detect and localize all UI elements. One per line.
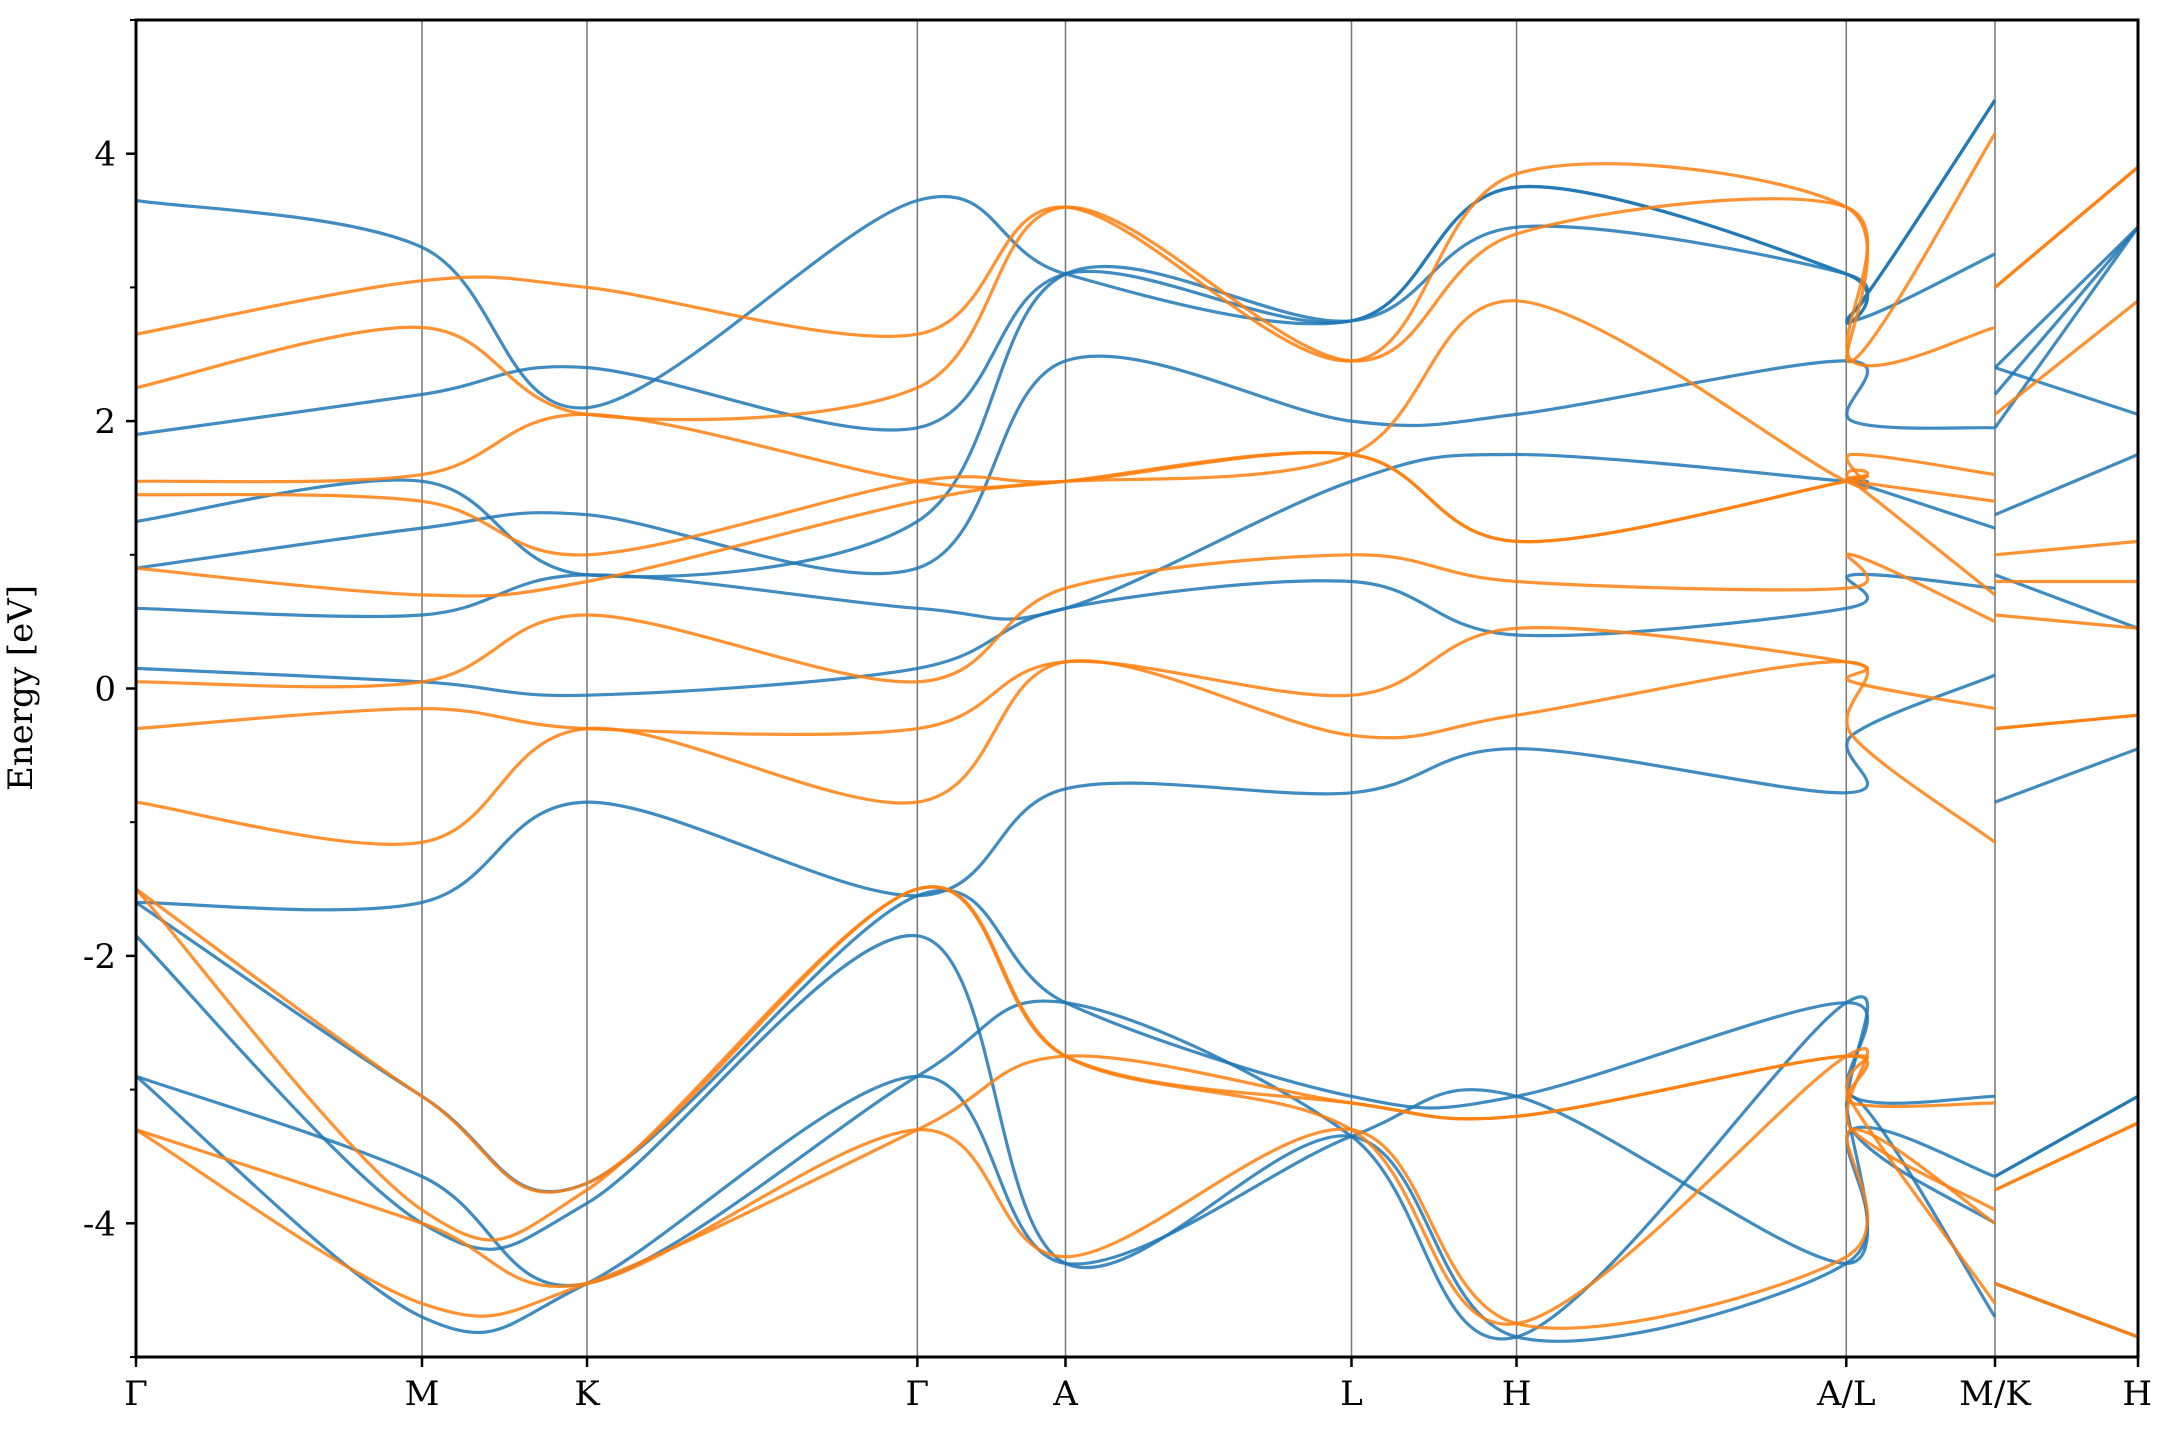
x-tick-label: Γ: [906, 1374, 930, 1414]
band-line-series-1-7: [136, 132, 2138, 364]
y-tick-label: -2: [83, 937, 116, 977]
band-line-series-0-7: [136, 888, 2138, 1194]
x-tick-label: H: [1502, 1374, 1532, 1414]
band-line-series-1-5: [136, 299, 2138, 491]
x-tick-label: A: [1052, 1374, 1078, 1414]
y-tick-label: 0: [94, 670, 116, 710]
band-line-series-1-0: [136, 659, 2138, 846]
band-line-series-1-2: [136, 552, 2138, 689]
band-line-series-1-11: [136, 1054, 2138, 1339]
band-line-series-0-6: [136, 99, 2138, 410]
y-tick-label: 2: [94, 402, 116, 442]
band-line-series-0-9: [136, 995, 2138, 1341]
band-line-series-0-0: [136, 673, 2138, 912]
y-axis-ticks: -4 -2 0 2 4: [83, 19, 136, 1358]
x-tick-label: A/L: [1816, 1374, 1876, 1414]
band-line-series-0-3: [136, 354, 2138, 576]
x-tick-label: M/K: [1959, 1374, 2031, 1414]
band-line-series-0-5: [136, 99, 2138, 437]
high-symmetry-lines: [421, 20, 1996, 1357]
band-line-series-1-4: [136, 451, 2138, 557]
bands: [136, 99, 2138, 1343]
y-axis-label: Energy [eV]: [1, 585, 41, 791]
x-tick-label: Γ: [124, 1374, 148, 1414]
band-line-series-0-10: [136, 1074, 2138, 1339]
plot-frame: [134, 18, 2140, 1359]
x-tick-label: K: [574, 1374, 600, 1414]
x-tick-label: L: [1340, 1374, 1363, 1414]
x-axis-ticks: Γ M K Γ A L H A/L M/K H: [124, 1357, 2152, 1414]
y-tick-label: -4: [83, 1204, 116, 1244]
band-line-series-0-8: [136, 934, 2138, 1343]
x-tick-label: H: [2122, 1374, 2152, 1414]
band-line-series-1-1: [136, 626, 2138, 737]
band-line-series-1-8: [136, 885, 2138, 1194]
band-line-series-1-9: [136, 885, 2138, 1326]
band-line-series-0-1: [136, 572, 2138, 698]
y-tick-label: 4: [94, 135, 116, 175]
x-tick-label: M: [405, 1374, 440, 1414]
